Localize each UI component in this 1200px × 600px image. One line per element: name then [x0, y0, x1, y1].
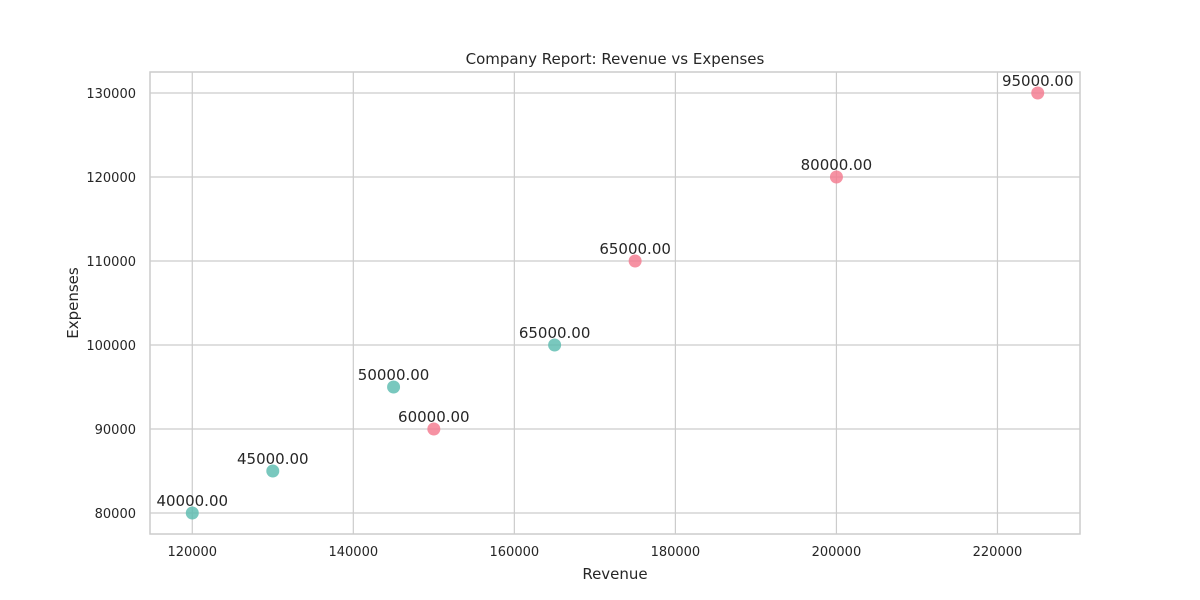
data-label: 60000.00	[398, 408, 470, 426]
data-label: 65000.00	[599, 240, 671, 258]
y-tick-label: 110000	[86, 255, 136, 270]
data-point	[427, 422, 441, 436]
x-tick-label: 140000	[328, 545, 378, 560]
y-tick-label: 130000	[86, 87, 136, 102]
data-label: 65000.00	[519, 324, 591, 342]
x-tick-label: 200000	[812, 545, 862, 560]
data-point	[628, 254, 642, 268]
y-tick-label: 120000	[86, 171, 136, 186]
y-axis-label: Expenses	[64, 267, 82, 339]
data-point	[266, 464, 280, 478]
data-point	[387, 380, 401, 394]
data-label: 80000.00	[801, 156, 873, 174]
data-point	[1031, 86, 1045, 100]
data-label: 95000.00	[1002, 72, 1074, 90]
data-labels: 40000.00 45000.00 50000.00 60000.00 65000.00…	[156, 72, 1073, 510]
data-point	[829, 170, 843, 184]
data-label: 40000.00	[156, 492, 228, 510]
tick-labels: 120000 140000 160000 180000 200000 220000 8000…	[86, 87, 1022, 560]
x-tick-label: 180000	[651, 545, 701, 560]
grid	[150, 72, 1080, 534]
y-tick-label: 90000	[95, 423, 136, 438]
y-tick-label: 100000	[86, 339, 136, 354]
x-tick-label: 120000	[167, 545, 217, 560]
data-point	[185, 506, 199, 520]
data-label: 45000.00	[237, 450, 309, 468]
x-axis-label: Revenue	[582, 565, 647, 583]
data-point	[548, 338, 562, 352]
plot-frame	[149, 71, 1081, 535]
y-tick-label: 80000	[95, 507, 136, 522]
x-tick-label: 220000	[973, 545, 1023, 560]
data-label: 50000.00	[358, 366, 430, 384]
x-tick-label: 160000	[490, 545, 540, 560]
chart-title: Company Report: Revenue vs Expenses	[466, 50, 765, 68]
data-points	[185, 86, 1045, 520]
